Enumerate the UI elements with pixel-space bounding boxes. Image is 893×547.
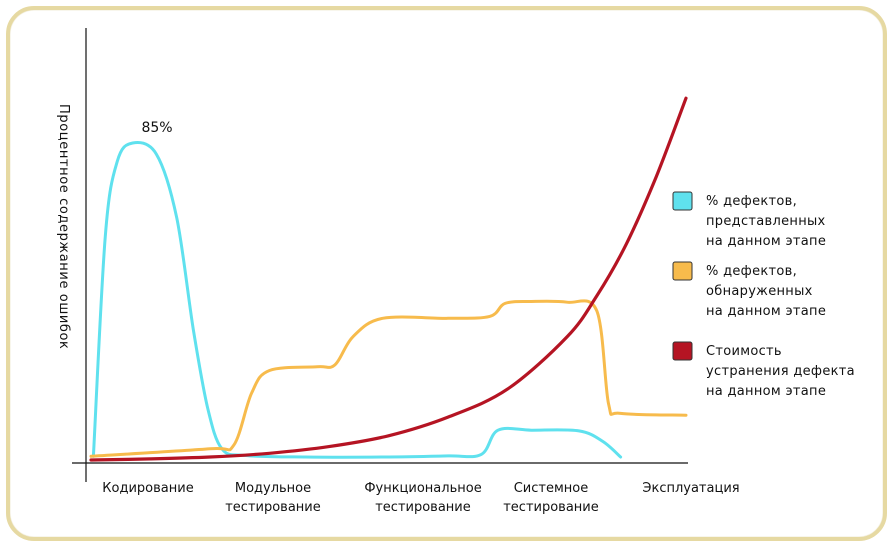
- x-tick-label: Системное тестирование: [503, 481, 599, 515]
- x-tick-label: Модульное тестирование: [225, 481, 321, 515]
- labels-layer: Процентное содержание ошибок 85% Кодирован…: [56, 104, 740, 515]
- x-tick-label: Эксплуатация: [642, 481, 739, 496]
- y-axis-label: Процентное содержание ошибок: [56, 104, 71, 350]
- legend-swatch: [672, 341, 693, 361]
- legend-item-fix-cost: Стоимость устранения дефекта на данном эта…: [672, 341, 855, 399]
- legend-label: Стоимость устранения дефекта на данном эта…: [706, 344, 855, 399]
- series-defects-introduced-line: [91, 141, 623, 459]
- x-tick-label: Функциональное тестирование: [364, 481, 481, 515]
- legend: % дефектов, представленных на данном этапе…: [672, 191, 855, 399]
- legend-item-defects-found: % дефектов, обнаруженных на данном этапе: [672, 261, 826, 319]
- axes: [72, 28, 688, 482]
- x-tick-label: Кодирование: [102, 481, 193, 496]
- data-label-peak: 85%: [141, 120, 172, 136]
- legend-label: % дефектов, обнаруженных на данном этапе: [706, 264, 826, 319]
- legend-swatch: [672, 191, 693, 211]
- legend-label: % дефектов, представленных на данном этапе: [706, 194, 826, 249]
- legend-item-defects-introduced: % дефектов, представленных на данном этапе: [672, 191, 826, 249]
- series-defects-found-line: [89, 299, 688, 458]
- legend-swatch: [672, 261, 693, 281]
- series-fix-cost-line: [89, 96, 688, 462]
- series-layer: [89, 96, 688, 462]
